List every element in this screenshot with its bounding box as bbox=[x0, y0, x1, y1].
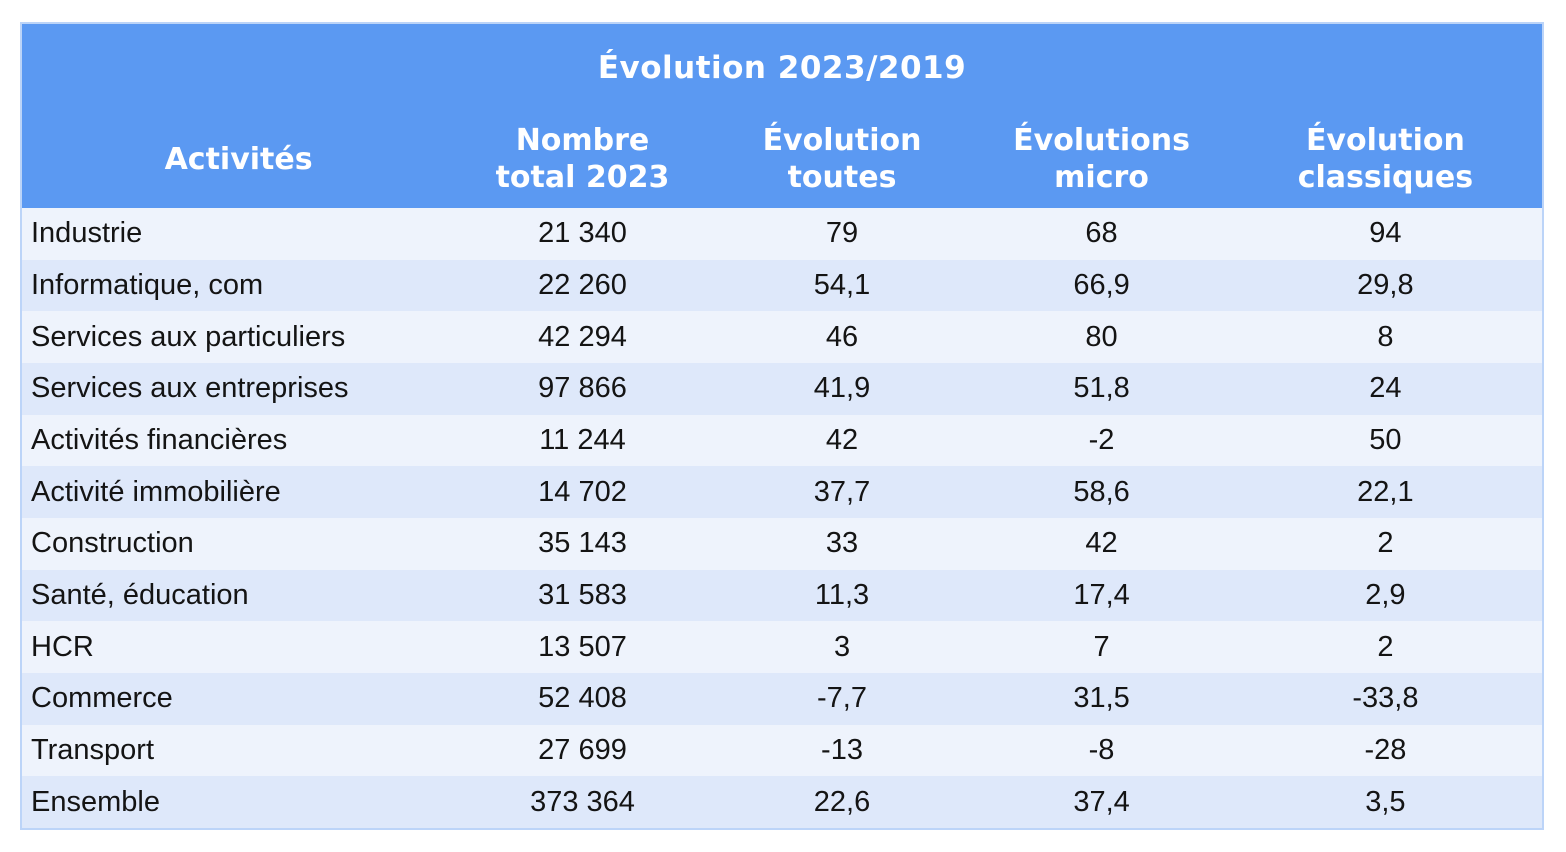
evolution-classiques-cell: -28 bbox=[1364, 734, 1407, 767]
table-row: Transport 27 699 -13 -8 -28 bbox=[22, 724, 1542, 777]
evolutions-micro-cell: 58,6 bbox=[1073, 475, 1130, 508]
column-header-evolution-classiques: Évolution classiques bbox=[1297, 123, 1474, 195]
activity-cell: Activité immobilière bbox=[31, 475, 281, 508]
column-headers-row: Activités Nombre total 2023 Évolution to… bbox=[22, 112, 1542, 208]
evolution-toutes-cell: 33 bbox=[825, 527, 859, 560]
evolution-toutes-cell: -7,7 bbox=[817, 682, 867, 715]
total-2023-cell: 97 866 bbox=[538, 372, 627, 405]
evolutions-micro-cell: 68 bbox=[1085, 217, 1118, 250]
evolution-toutes-cell: 54,1 bbox=[813, 269, 871, 301]
table-row: Activité immobilière 14 702 37,7 58,6 22… bbox=[22, 466, 1542, 519]
column-header-activites: Activités bbox=[164, 141, 313, 177]
evolutions-micro-cell: 80 bbox=[1085, 320, 1118, 353]
evolution-classiques-cell: 94 bbox=[1369, 217, 1402, 250]
activity-cell: Activités financières bbox=[31, 424, 288, 457]
table-row: Services aux entreprises 97 866 41,9 51,… bbox=[22, 363, 1542, 415]
table-row: Informatique, com 22 260 54,1 66,9 29,8 bbox=[22, 259, 1542, 312]
evolutions-micro-cell: 51,8 bbox=[1073, 372, 1130, 405]
table-row: Ensemble 373 364 22,6 37,4 3,5 bbox=[22, 776, 1542, 829]
column-header-evolutions-micro: Évolutions micro bbox=[1013, 123, 1190, 195]
activity-cell: Commerce bbox=[31, 682, 173, 715]
evolution-classiques-cell: 2 bbox=[1377, 630, 1394, 663]
activity-cell: Industrie bbox=[31, 217, 143, 250]
table-row: Santé, éducation 31 583 11,3 17,4 2,9 bbox=[22, 569, 1542, 622]
evolution-classiques-cell: -33,8 bbox=[1352, 682, 1419, 715]
total-2023-cell: 373 364 bbox=[530, 785, 635, 818]
table-header: Évolution 2023/2019 Activités Nombre tot… bbox=[22, 24, 1542, 208]
evolution-toutes-cell: -13 bbox=[821, 734, 863, 767]
table-row: Services aux particuliers 42 294 46 80 8 bbox=[22, 311, 1542, 364]
evolutions-micro-cell: -2 bbox=[1088, 424, 1115, 457]
evolution-toutes-cell: 42 bbox=[825, 424, 859, 457]
evolution-classiques-cell: 29,8 bbox=[1357, 269, 1414, 301]
activity-cell: Transport bbox=[31, 734, 155, 767]
total-2023-cell: 31 583 bbox=[538, 579, 627, 612]
evolution-toutes-cell: 3 bbox=[833, 630, 851, 663]
activity-cell: Santé, éducation bbox=[31, 579, 249, 612]
evolution-classiques-cell: 2,9 bbox=[1365, 579, 1406, 612]
total-2023-cell: 35 143 bbox=[538, 527, 627, 560]
activity-cell: Informatique, com bbox=[31, 269, 264, 301]
evolutions-micro-cell: -8 bbox=[1088, 734, 1115, 767]
total-2023-cell: 14 702 bbox=[538, 475, 627, 508]
table-row: Industrie 21 340 79 68 94 bbox=[22, 208, 1542, 260]
evolution-table: Évolution 2023/2019 Activités Nombre tot… bbox=[20, 22, 1544, 830]
table-body: Industrie 21 340 79 68 94 Informatique, … bbox=[22, 208, 1542, 829]
evolution-classiques-cell: 22,1 bbox=[1357, 475, 1414, 508]
evolutions-micro-cell: 37,4 bbox=[1073, 785, 1130, 818]
activity-cell: Ensemble bbox=[31, 785, 160, 818]
total-2023-cell: 42 294 bbox=[538, 320, 627, 353]
activity-cell: Construction bbox=[31, 527, 194, 560]
evolution-classiques-cell: 2 bbox=[1377, 527, 1394, 560]
evolution-toutes-cell: 41,9 bbox=[813, 372, 871, 405]
total-2023-cell: 22 260 bbox=[538, 269, 627, 301]
evolution-toutes-cell: 79 bbox=[825, 217, 859, 250]
evolutions-micro-cell: 7 bbox=[1093, 630, 1110, 663]
evolution-toutes-cell: 46 bbox=[825, 320, 859, 353]
evolutions-micro-cell: 17,4 bbox=[1073, 579, 1130, 612]
table-row: Activités financières 11 244 42 -2 50 bbox=[22, 414, 1542, 467]
activity-cell: Services aux particuliers bbox=[31, 320, 346, 353]
evolutions-micro-cell: 31,5 bbox=[1073, 682, 1130, 715]
table-row: HCR 13 507 3 7 2 bbox=[22, 621, 1542, 674]
evolution-classiques-cell: 24 bbox=[1369, 372, 1402, 405]
column-header-nombre-total-2023: Nombre total 2023 bbox=[495, 123, 670, 195]
activity-cell: HCR bbox=[31, 630, 94, 663]
evolution-toutes-cell: 11,3 bbox=[814, 579, 870, 612]
evolution-toutes-cell: 22,6 bbox=[813, 785, 871, 818]
evolution-toutes-cell: 37,7 bbox=[813, 475, 871, 508]
total-2023-cell: 11 244 bbox=[539, 424, 626, 457]
activity-cell: Services aux entreprises bbox=[31, 372, 349, 405]
column-header-evolution-toutes: Évolution toutes bbox=[762, 123, 922, 195]
total-2023-cell: 52 408 bbox=[538, 682, 627, 715]
table-title: Évolution 2023/2019 bbox=[597, 50, 967, 86]
evolutions-micro-cell: 42 bbox=[1085, 527, 1118, 560]
total-2023-cell: 27 699 bbox=[538, 734, 627, 767]
total-2023-cell: 21 340 bbox=[538, 217, 627, 250]
table-row: Construction 35 143 33 42 2 bbox=[22, 518, 1542, 570]
total-2023-cell: 13 507 bbox=[538, 630, 627, 663]
evolution-classiques-cell: 8 bbox=[1377, 320, 1394, 353]
evolutions-micro-cell: 66,9 bbox=[1073, 269, 1130, 301]
table-row: Commerce 52 408 -7,7 31,5 -33,8 bbox=[22, 673, 1542, 725]
evolution-classiques-cell: 3,5 bbox=[1365, 785, 1406, 818]
evolution-classiques-cell: 50 bbox=[1369, 424, 1402, 457]
